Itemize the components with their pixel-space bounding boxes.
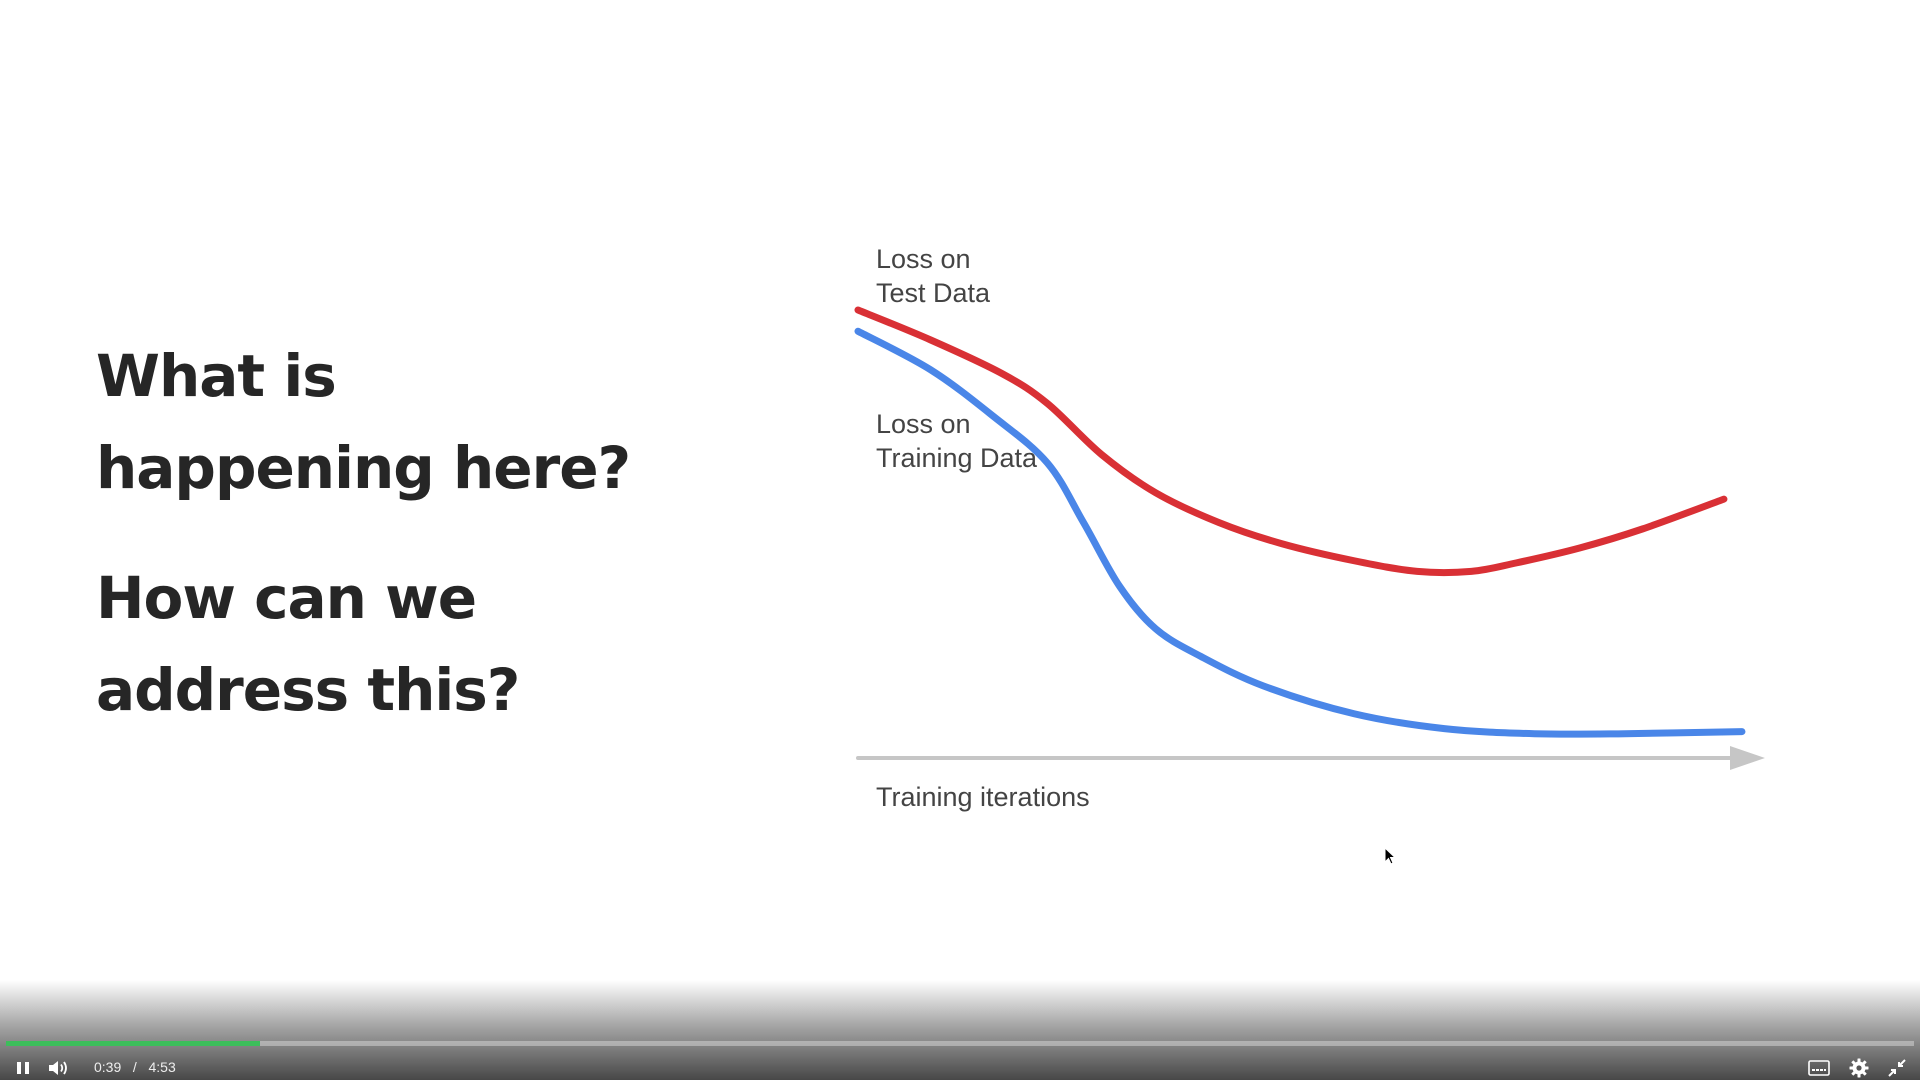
question1-line2: happening here? (96, 434, 631, 502)
time-display: 0:39 / 4:53 (94, 1059, 176, 1075)
x-axis-arrowhead (1730, 746, 1765, 770)
pause-icon (17, 1062, 29, 1074)
test-loss-line (854, 306, 1728, 577)
volume-icon (49, 1061, 67, 1075)
duration: 4:53 (148, 1059, 176, 1075)
current-time: 0:39 (94, 1059, 122, 1075)
question-what-is-happening: What is happening here? (96, 330, 631, 514)
training-data-label-line1: Loss on (876, 409, 971, 439)
question-how-to-address: How can we address this? (96, 552, 520, 736)
training-loss-line (854, 327, 1746, 738)
question2-line1: How can we (96, 564, 477, 632)
question2-line2: address this? (96, 656, 520, 724)
captions-button[interactable] (1804, 1055, 1834, 1081)
mouse-cursor-icon (1384, 847, 1397, 865)
progress-bar[interactable] (6, 1041, 1914, 1046)
volume-button[interactable] (44, 1055, 74, 1081)
pause-button[interactable] (8, 1055, 38, 1081)
captions-icon (1808, 1060, 1830, 1076)
settings-gear-icon (1849, 1058, 1869, 1078)
loss-chart: Loss on Test Data Loss on Training Data … (854, 244, 1765, 812)
video-player-controls: 0:39 / 4:53 (0, 980, 1920, 1080)
training-data-label-line2: Training Data (876, 443, 1038, 473)
exit-fullscreen-button[interactable] (1882, 1055, 1912, 1081)
test-data-label-line2: Test Data (876, 278, 991, 308)
time-separator: / (132, 1059, 137, 1075)
series-layer (854, 306, 1746, 738)
exit-fullscreen-icon (1888, 1059, 1906, 1077)
settings-button[interactable] (1844, 1055, 1874, 1081)
question1-line1: What is (96, 342, 337, 410)
test-data-label-line1: Loss on (876, 244, 971, 274)
x-axis-label: Training iterations (876, 782, 1090, 812)
progress-fill (6, 1041, 260, 1046)
